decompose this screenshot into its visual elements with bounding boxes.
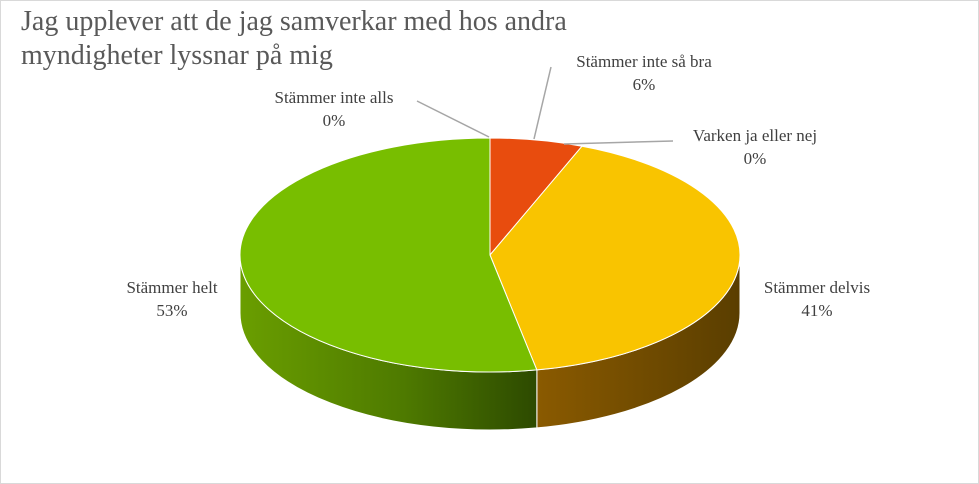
chart-title-line-2: myndigheter lyssnar på mig	[21, 40, 333, 71]
data-label-stammer-inte-alls: Stämmer inte alls	[275, 88, 394, 107]
data-value-stammer-delvis: 41%	[801, 301, 832, 320]
leader-line-stammer-inte-sa-bra	[533, 66, 552, 140]
pie-slice-stammer-delvis	[489, 145, 741, 371]
data-label-stammer-helt: Stämmer helt	[126, 278, 217, 297]
data-label-varken-ja-eller-nej: Varken ja eller nej	[693, 126, 817, 145]
leader-line-stammer-inte-alls	[416, 100, 490, 138]
data-value-stammer-inte-alls: 0%	[323, 111, 346, 130]
data-label-stammer-delvis: Stämmer delvis	[764, 278, 870, 297]
chart-title-line-1: Jag upplever att de jag samverkar med ho…	[21, 6, 567, 37]
pie-slice-stammer-helt	[239, 137, 538, 373]
data-value-varken-ja-eller-nej: 0%	[744, 149, 767, 168]
data-value-stammer-helt: 53%	[156, 301, 187, 320]
data-label-stammer-inte-sa-bra: Stämmer inte så bra	[576, 52, 712, 71]
leader-line-varken-ja-eller-nej	[563, 140, 674, 145]
data-value-stammer-inte-sa-bra: 6%	[633, 75, 656, 94]
chart-title: Jag upplever att de jag samverkar med ho…	[21, 5, 741, 73]
